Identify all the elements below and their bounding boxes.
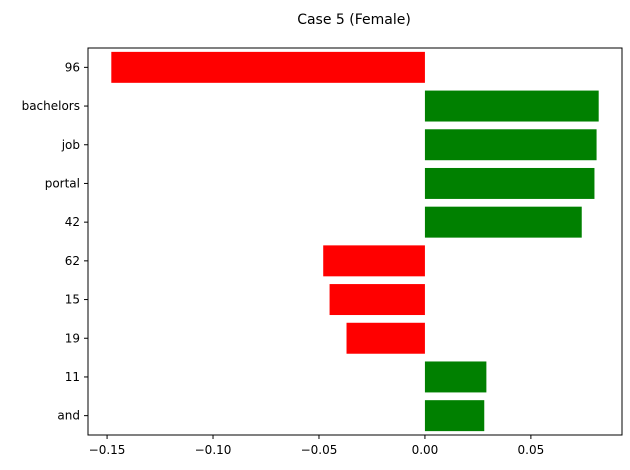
x-tick-label: −0.05 bbox=[301, 443, 338, 457]
y-axis: 96 bachelors job portal 42 62 15 19 11 and bbox=[22, 60, 88, 423]
bar-11 bbox=[424, 361, 487, 393]
x-axis: −0.15 −0.10 −0.05 0.00 0.05 bbox=[89, 435, 545, 457]
bar-job bbox=[424, 129, 597, 161]
plot-frame bbox=[87, 47, 623, 436]
bar-62 bbox=[323, 245, 425, 277]
bar-bachelors bbox=[424, 90, 599, 122]
y-tick-label: 62 bbox=[65, 254, 80, 268]
y-tick-label: 19 bbox=[65, 331, 80, 345]
bar-19 bbox=[346, 322, 425, 354]
bar-portal bbox=[424, 167, 595, 199]
y-tick-label: 11 bbox=[65, 370, 80, 384]
chart-title: Case 5 (Female) bbox=[297, 12, 411, 28]
x-tick-label: 0.05 bbox=[518, 443, 545, 457]
y-tick-label: 96 bbox=[65, 60, 80, 74]
y-tick-label: and bbox=[57, 409, 80, 423]
x-tick-label: −0.15 bbox=[89, 443, 126, 457]
y-tick-label: bachelors bbox=[22, 99, 80, 113]
bar-15 bbox=[329, 284, 425, 316]
bar-96 bbox=[111, 51, 425, 83]
y-tick-label: 42 bbox=[65, 215, 80, 229]
x-tick-label: 0.00 bbox=[412, 443, 439, 457]
y-tick-label: 15 bbox=[65, 293, 80, 307]
bar-42 bbox=[424, 206, 582, 238]
bar-and bbox=[424, 400, 485, 432]
bars-group bbox=[111, 51, 599, 432]
y-tick-label: job bbox=[61, 138, 80, 152]
y-tick-label: portal bbox=[45, 176, 80, 190]
x-tick-label: −0.10 bbox=[195, 443, 232, 457]
